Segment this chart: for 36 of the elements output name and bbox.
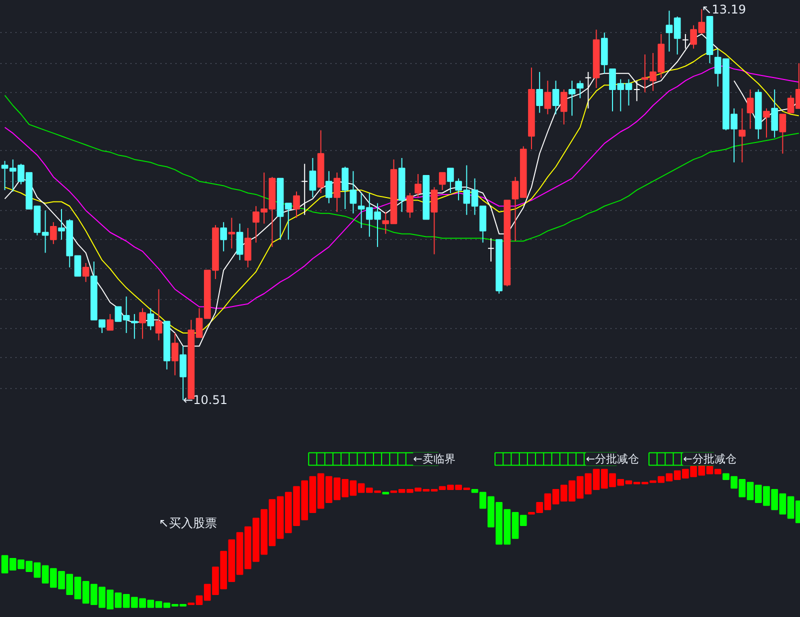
candlestick <box>228 217 236 249</box>
candlestick <box>584 71 592 109</box>
annotation: ↖买入股票 <box>158 516 217 530</box>
candlestick <box>592 29 600 88</box>
candlestick <box>398 158 406 212</box>
candlestick <box>600 32 608 74</box>
candlestick <box>746 88 754 130</box>
candlestick <box>422 175 430 220</box>
candlestick <box>334 172 340 212</box>
candlestick <box>771 88 778 138</box>
candlestick <box>544 80 552 115</box>
candlestick <box>172 332 178 376</box>
candlestick <box>633 80 640 102</box>
annotation: ←10.51 <box>183 393 228 408</box>
annotation: ↖13.19 <box>702 2 746 16</box>
candlestick <box>568 80 576 116</box>
candlestick <box>382 492 390 494</box>
candlestick <box>488 238 494 262</box>
candlestick <box>779 114 786 154</box>
candlestick <box>301 163 308 216</box>
candlestick <box>706 16 714 64</box>
annotation: ←卖临界 <box>413 452 456 466</box>
candlestick <box>131 314 138 340</box>
annotation: ←分批减仓 <box>586 452 640 466</box>
candlestick <box>220 222 227 252</box>
candlestick <box>244 228 252 268</box>
candlestick <box>536 71 544 114</box>
candlestick <box>309 158 316 198</box>
candlestick <box>106 314 114 331</box>
annotation: ←分批减仓 <box>683 452 736 466</box>
candlestick <box>155 288 162 341</box>
candlestick <box>552 80 560 115</box>
candlestick <box>317 130 324 194</box>
candlestick <box>738 108 746 163</box>
candlestick <box>163 320 170 370</box>
candlestick <box>528 67 535 150</box>
